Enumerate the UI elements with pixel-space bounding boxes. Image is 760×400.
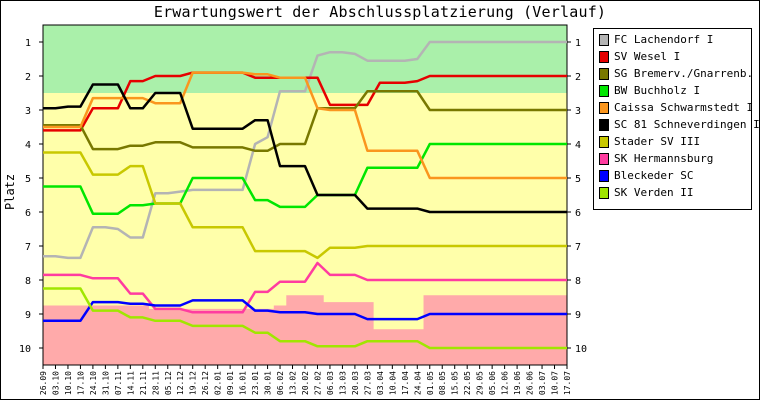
legend-swatch [599,102,609,114]
y-tick-label-left: 2 [25,72,31,83]
legend-swatch [599,136,609,148]
x-tick-label: 26.09 [39,371,48,395]
x-tick-label: 31.10 [101,371,110,395]
x-tick-label: 14.11 [126,371,135,395]
x-tick-label: 24.04 [413,371,422,395]
x-tick-label: 06.03 [326,371,335,395]
y-tick-label-left: 5 [25,174,31,185]
x-tick-label: 05.12 [164,371,173,395]
y-tick-label-right: 9 [575,310,581,321]
x-tick-label: 27.02 [313,371,322,395]
legend-label: SK Verden II [614,186,694,199]
chart-title: Erwartungswert der Abschlussplatzierung … [153,3,607,21]
x-tick-label: 21.11 [139,371,148,395]
x-tick-label: 28.11 [151,371,160,395]
legend-swatch [599,187,609,199]
series-line-1 [43,40,567,260]
x-tick-label: 26.12 [201,371,210,395]
x-tick-label: 27.03 [363,371,372,395]
x-tick-label: 06.02 [276,371,285,395]
legend-swatch [599,153,609,165]
x-tick-label: 29.05 [476,371,485,395]
y-tick-label-left: 1 [25,38,31,49]
legend-label: SV Wesel I [614,50,681,63]
y-tick-label-right: 8 [575,276,581,287]
y-tick-label-left: 10 [19,344,31,355]
x-tick-label: 03.04 [376,371,385,395]
series-line-3 [43,90,567,153]
y-tick-label-right: 5 [575,174,581,185]
legend-swatch [599,119,609,131]
x-tick-label: 01.05 [426,371,435,395]
x-tick-label: 17.04 [401,371,410,395]
y-tick-label-left: 7 [25,242,31,253]
x-tick-label: 12.06 [501,371,510,395]
y-tick-label-right: 7 [575,242,581,253]
y-tick-label-right: 1 [575,38,581,49]
series-line-6 [43,83,567,214]
series-line-5 [43,71,567,180]
legend-swatch [599,85,609,97]
y-tick-label-right: 10 [575,344,587,355]
x-tick-label: 03.10 [51,371,60,395]
series-line-9 [43,299,567,323]
x-tick-label: 07.11 [114,371,123,395]
x-tick-label: 17.10 [76,371,85,395]
x-tick-label: 19.12 [189,371,198,395]
x-tick-label: 13.03 [338,371,347,395]
legend-label: SC 81 Schneverdingen I [614,118,760,131]
zone-relegation [43,295,567,365]
zone-promotion [43,25,567,93]
series-line-8 [43,261,567,314]
y-tick-label-left: 3 [25,106,31,117]
x-tick-label: 20.02 [301,371,310,395]
x-tick-label: 16.01 [239,371,248,395]
x-tick-label: 20.03 [351,371,360,395]
y-tick-label-right: 4 [575,140,581,151]
x-tick-label: 13.02 [289,371,298,395]
series-line-4 [43,142,567,215]
legend-label: Caissa Schwarmstedt I [614,101,754,114]
y-tick-label-right: 6 [575,208,581,219]
x-tick-label: 30.01 [264,371,273,395]
legend-label: Bleckeder SC [614,169,694,182]
y-tick-label-left: 8 [25,276,31,287]
x-tick-label: 08.05 [438,371,447,395]
x-tick-label: 10.10 [64,371,73,395]
legend: FC Lachendorf I SV Wesel I SG Bremerv./Gna… [593,28,760,210]
x-tick-label: 05.06 [488,371,497,395]
y-tick-label-right: 2 [575,72,581,83]
series-line-10 [43,287,567,350]
y-tick-label-right: 3 [575,106,581,117]
legend-swatch [599,51,609,63]
x-tick-label: 26.06 [526,371,535,395]
x-tick-label: 24.10 [89,371,98,395]
x-tick-label: 17.07 [563,371,572,395]
legend-swatch [599,68,609,80]
x-tick-label: 19.06 [513,371,522,395]
legend-label: BW Buchholz I [614,84,701,97]
legend-swatch [599,34,609,46]
x-tick-label: 23.01 [251,371,260,395]
x-tick-label: 02.01 [214,371,223,395]
legend-swatch [599,170,609,182]
series-line-7 [43,151,567,260]
x-tick-label: 15.05 [451,371,460,395]
x-tick-label: 10.07 [551,371,560,395]
x-tick-label: 12.12 [176,371,185,395]
x-tick-label: 09.01 [226,371,235,395]
x-tick-label: 10.04 [388,371,397,395]
y-tick-label-left: 6 [25,208,31,219]
legend-label: Stader SV III [614,135,701,148]
y-tick-label-left: 4 [25,140,31,151]
legend-label: SG Bremerv./Gnarrenb. I [614,67,760,80]
x-tick-label: 03.07 [538,371,547,395]
y-tick-label-left: 9 [25,310,31,321]
legend-label: FC Lachendorf I [614,33,714,46]
legend-label: SK Hermannsburg [614,152,714,165]
x-tick-label: 22.05 [463,371,472,395]
